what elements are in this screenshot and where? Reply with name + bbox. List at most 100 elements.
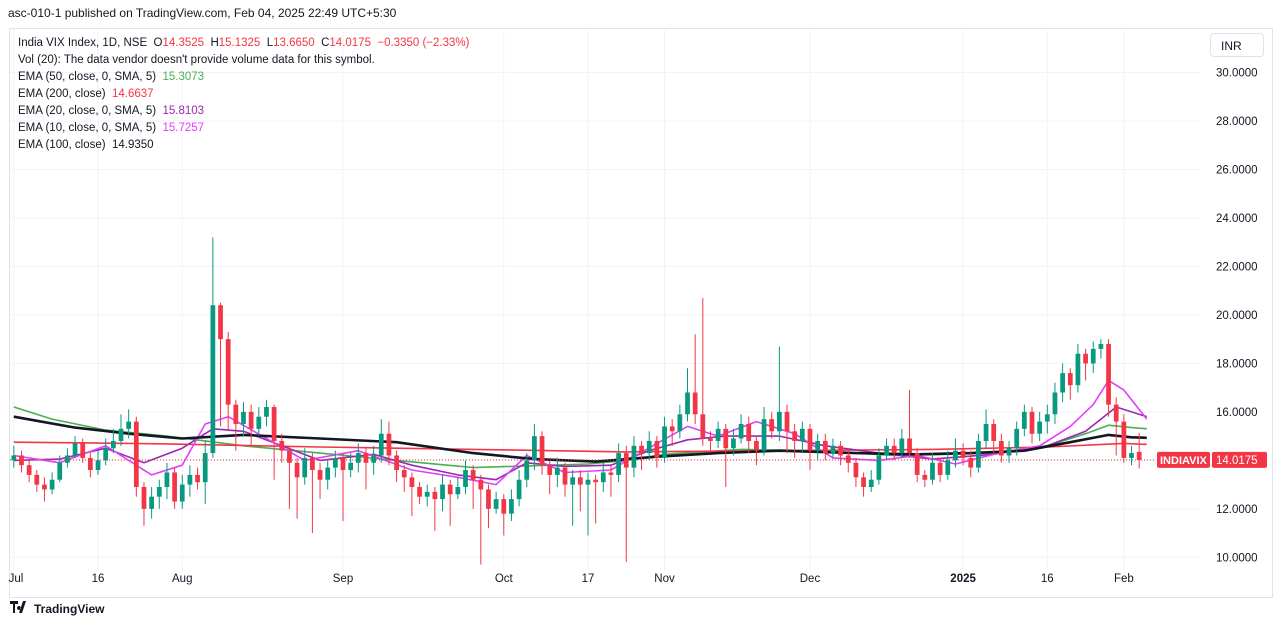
candle-body — [493, 499, 499, 509]
x-tick-label: Dec — [800, 573, 821, 585]
legend: India VIX Index, 1D, NSE O14.3525 H15.13… — [18, 35, 469, 154]
candle-body — [639, 445, 644, 454]
candle-body — [731, 438, 736, 449]
candle-body — [126, 421, 132, 429]
candle-body — [784, 411, 790, 432]
candles — [11, 237, 1142, 565]
candle-body — [355, 453, 361, 463]
candle-body — [179, 484, 185, 502]
candle-body — [1090, 348, 1096, 364]
candle-body — [478, 479, 484, 490]
tradingview-logo-icon[interactable] — [10, 601, 30, 616]
candle-body — [302, 457, 308, 478]
candle-body — [463, 470, 468, 488]
candle-body — [654, 440, 660, 458]
candle-body — [516, 479, 522, 500]
footer-brand: TradingView — [34, 601, 105, 616]
legend-ema20[interactable]: EMA (20, close, 0, SMA, 5) 15.8103 — [18, 105, 205, 117]
candle-body — [799, 428, 805, 441]
candle-body — [792, 431, 798, 441]
candle-body — [631, 445, 637, 468]
candle-body — [662, 426, 667, 458]
candle-body — [447, 484, 453, 495]
published-text: asc-010-1 published on TradingView.com, … — [8, 6, 397, 20]
x-tick-label: 2025 — [950, 573, 976, 585]
candle-body — [715, 428, 721, 441]
candle-body — [807, 428, 813, 451]
y-tick-label: 26.0000 — [1216, 164, 1258, 176]
candle-body — [42, 484, 47, 490]
candle-body — [164, 472, 170, 488]
candle-body — [271, 407, 277, 441]
currency-selector[interactable]: INR — [1210, 33, 1264, 57]
candle-body — [815, 440, 821, 451]
candle-body — [80, 443, 86, 458]
candle-body — [853, 462, 859, 478]
x-tick-label: Feb — [1114, 573, 1134, 585]
y-tick-label: 12.0000 — [1216, 504, 1258, 516]
candle-body — [141, 487, 147, 509]
candle-body — [547, 465, 553, 475]
published-header: asc-010-1 published on TradingView.com, … — [8, 6, 396, 20]
candle-body — [960, 450, 966, 458]
candle-body — [386, 433, 392, 456]
x-tick-label: Jul — [9, 573, 24, 585]
candle-body — [991, 423, 997, 441]
candle-body — [891, 445, 897, 454]
y-tick-label: 20.0000 — [1216, 310, 1258, 322]
candle-body — [256, 416, 262, 429]
candle-body — [149, 496, 154, 509]
ema-lines — [13, 379, 1148, 486]
x-tick-label: Sep — [333, 573, 353, 585]
candle-body — [225, 339, 231, 405]
legend-ema10[interactable]: EMA (10, close, 0, SMA, 5) 15.7257 — [18, 122, 205, 134]
candle-body — [983, 423, 989, 441]
symbol-line[interactable]: India VIX Index, 1D, NSE O14.3525 H15.13… — [18, 37, 470, 49]
chart-frame[interactable] — [9, 28, 1273, 598]
candle-body — [1083, 353, 1088, 364]
x-tick-label: 17 — [582, 573, 595, 585]
candle-body — [830, 445, 836, 454]
candle-body — [845, 455, 851, 463]
candle-body — [218, 305, 223, 340]
candle-body — [754, 440, 759, 451]
close-value: 14.0175 — [329, 37, 371, 49]
candle-body — [876, 455, 882, 480]
legend-ema50[interactable]: EMA (50, close, 0, SMA, 5) 15.3073 — [18, 71, 205, 83]
candle-body — [310, 457, 315, 471]
candle-body — [172, 472, 177, 502]
candle-body — [156, 487, 162, 497]
candle-body — [103, 448, 109, 461]
x-axis: Jul 16 Aug Sep Oct 17 Nov Dec 2025 16 Feb — [9, 573, 1134, 585]
candle-body — [19, 455, 24, 466]
y-tick-label: 18.0000 — [1216, 358, 1258, 370]
candle-body — [930, 462, 935, 480]
candle-body — [233, 404, 239, 424]
candle-body — [95, 460, 101, 471]
candle-body — [378, 433, 384, 456]
change-value: −0.3350 (−2.33%) — [377, 37, 470, 49]
legend-ema100[interactable]: EMA (100, close) 14.9350 — [18, 139, 154, 151]
candle-body — [248, 411, 254, 429]
legend-ema200[interactable]: EMA (200, close) 14.6637 — [18, 88, 154, 100]
symbol-tag-label: INDIAVIX — [1160, 455, 1208, 467]
candle-body — [88, 457, 93, 471]
candle-body — [593, 479, 599, 483]
symbol-name: India VIX Index, 1D, NSE — [18, 37, 148, 49]
candle-body — [1037, 421, 1043, 434]
symbol-tag-bg — [1157, 451, 1210, 468]
candle-body — [332, 457, 338, 468]
volume-line: Vol (20): The data vendor doesn't provid… — [18, 54, 375, 66]
candle-body — [539, 436, 545, 466]
candle-body — [922, 474, 928, 480]
high-value: 15.1325 — [218, 37, 261, 49]
candle-body — [241, 411, 246, 424]
candle-body — [861, 477, 866, 488]
candle-body — [110, 440, 116, 449]
candle-body — [769, 419, 775, 432]
candle-body — [49, 479, 55, 490]
candle-body — [945, 460, 951, 475]
candle-body — [570, 477, 576, 485]
y-tick-label: 16.0000 — [1216, 407, 1258, 419]
